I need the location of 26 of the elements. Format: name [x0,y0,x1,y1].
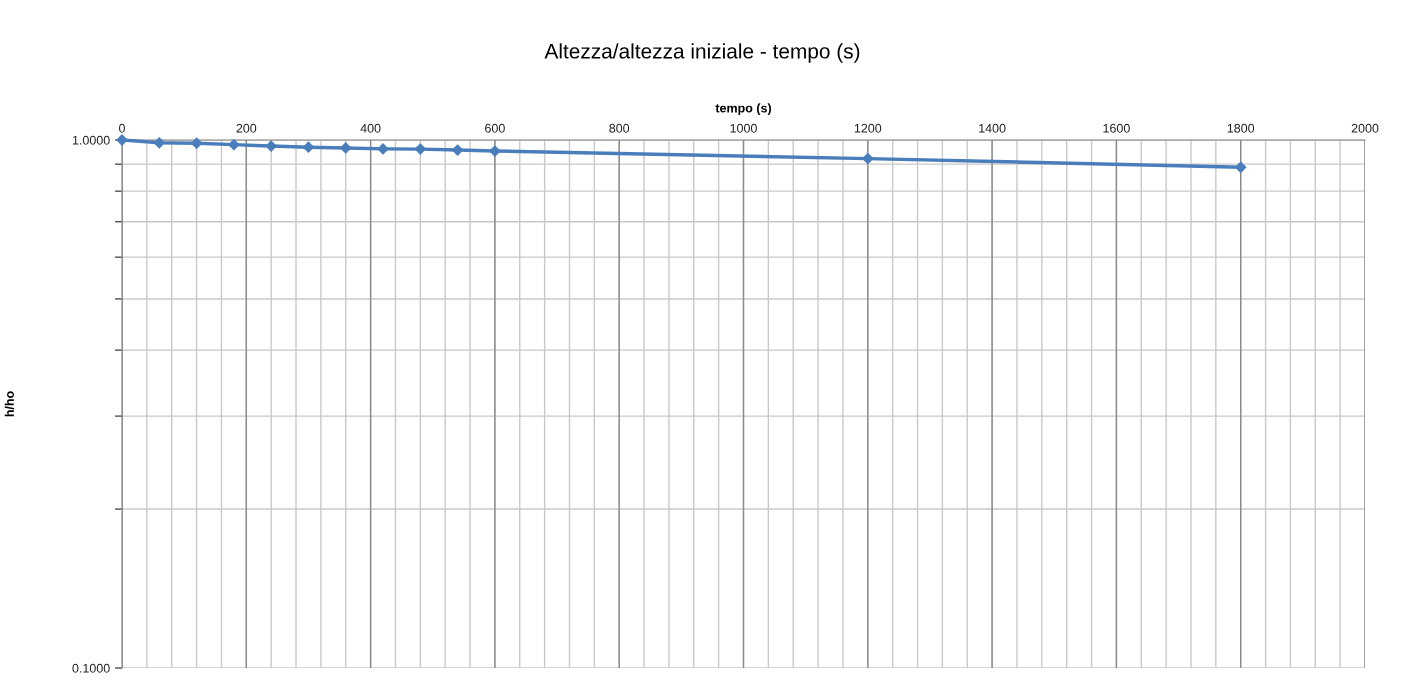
chart-title: Altezza/altezza iniziale - tempo (s) [544,43,860,63]
x-tick-label: 800 [609,123,630,133]
x-tick-label: 1200 [854,123,882,133]
x-axis-title: tempo (s) [715,103,772,115]
x-tick-label: 1800 [1227,123,1255,133]
point [340,142,352,154]
point [489,145,501,157]
x-tick-label: 400 [360,123,381,133]
x-tick-label: 200 [236,123,257,133]
point [452,144,464,156]
point [862,153,874,165]
point [265,140,277,152]
x-tick-label: 1000 [730,123,757,133]
y-tick-label: 1.0000 [72,135,110,145]
point [414,143,426,155]
y-axis-title: h/ho [4,391,15,417]
y-tick-label: 0.1000 [72,663,110,673]
x-tick-label: 1400 [979,123,1006,133]
point [153,137,165,149]
x-tick-label: 600 [485,123,505,133]
x-tick-label: 1600 [1103,123,1130,133]
x-tick-label: 2000 [1351,123,1379,133]
point [228,139,240,151]
point [377,143,389,155]
point [1235,161,1247,173]
x-tick-label: 0 [119,123,125,133]
